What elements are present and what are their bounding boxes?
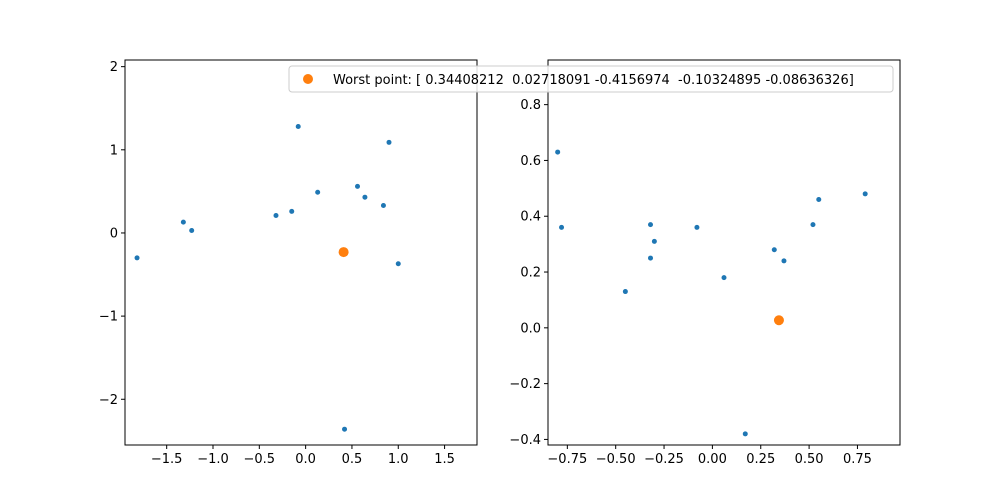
data-point bbox=[862, 191, 868, 197]
y-tick-label: 2 bbox=[110, 60, 118, 75]
x-tick-label: 1.0 bbox=[388, 452, 409, 467]
x-tick-label: 0.50 bbox=[795, 452, 824, 467]
data-point bbox=[289, 208, 295, 214]
worst-point-marker bbox=[338, 247, 349, 258]
y-tick-label: 0.2 bbox=[520, 266, 541, 281]
x-tick-label: 0.5 bbox=[342, 452, 363, 467]
data-point bbox=[694, 224, 700, 230]
y-tick-label: 0.4 bbox=[520, 210, 541, 225]
y-tick-label: 1 bbox=[110, 143, 118, 158]
worst-point-marker bbox=[773, 315, 784, 326]
data-point bbox=[742, 431, 748, 437]
data-point bbox=[189, 227, 195, 233]
y-tick-label: −2 bbox=[99, 393, 118, 408]
data-point bbox=[816, 196, 822, 202]
y-tick-label: 0 bbox=[110, 226, 118, 241]
x-tick-label: 0.00 bbox=[698, 452, 727, 467]
x-tick-label: 0.25 bbox=[746, 452, 775, 467]
legend: Worst point: [ 0.34408212 0.02718091 -0.… bbox=[288, 65, 894, 93]
data-point bbox=[555, 149, 561, 155]
data-point bbox=[395, 261, 401, 267]
y-tick-label: 0.8 bbox=[520, 98, 541, 113]
x-tick-label: −0.25 bbox=[644, 452, 684, 467]
x-tick-label: −1.0 bbox=[197, 452, 229, 467]
x-tick-label: 1.5 bbox=[434, 452, 455, 467]
x-tick-label: −1.5 bbox=[151, 452, 183, 467]
data-point bbox=[721, 275, 727, 281]
x-tick-label: −0.5 bbox=[244, 452, 276, 467]
data-point bbox=[386, 139, 392, 145]
data-point bbox=[134, 255, 140, 261]
x-tick-label: 0.0 bbox=[295, 452, 316, 467]
data-point bbox=[342, 426, 348, 432]
data-point bbox=[651, 238, 657, 244]
legend-box bbox=[288, 65, 894, 93]
right-scatter-panel: −0.75 −0.50 −0.25 0.00 0.25 0.50 0.75 −0.4 −0.2 0… bbox=[509, 59, 901, 467]
x-tick-label: 0.75 bbox=[843, 452, 872, 467]
legend-label: Worst point: [ 0.34408212 0.02718091 -0.… bbox=[333, 73, 854, 88]
data-point bbox=[622, 289, 628, 295]
data-point bbox=[273, 212, 279, 218]
data-point bbox=[771, 247, 777, 253]
legend-marker bbox=[303, 74, 313, 84]
data-point bbox=[180, 219, 186, 225]
x-tick-label: −0.50 bbox=[596, 452, 636, 467]
data-point bbox=[315, 189, 321, 195]
data-point bbox=[810, 222, 816, 228]
data-point bbox=[355, 183, 361, 189]
axes-frame bbox=[124, 59, 478, 446]
data-point bbox=[648, 222, 654, 228]
y-tick-label: −0.4 bbox=[509, 433, 541, 448]
x-tick-label: −0.75 bbox=[547, 452, 587, 467]
y-tick-label: −1 bbox=[99, 310, 118, 325]
left-scatter-panel: −1.5 −1.0 −0.5 0.0 0.5 1.0 1.5 −2 −1 0 1 2 bbox=[99, 59, 478, 467]
axes-frame bbox=[547, 59, 901, 446]
data-point bbox=[380, 203, 386, 209]
data-point bbox=[362, 194, 368, 200]
data-point bbox=[648, 255, 654, 261]
y-tick-label: −0.2 bbox=[509, 377, 541, 392]
data-point bbox=[781, 258, 787, 264]
data-point bbox=[559, 224, 565, 230]
y-tick-label: 0.6 bbox=[520, 154, 541, 169]
y-tick-label: 0.0 bbox=[520, 321, 541, 336]
data-point bbox=[295, 124, 301, 130]
